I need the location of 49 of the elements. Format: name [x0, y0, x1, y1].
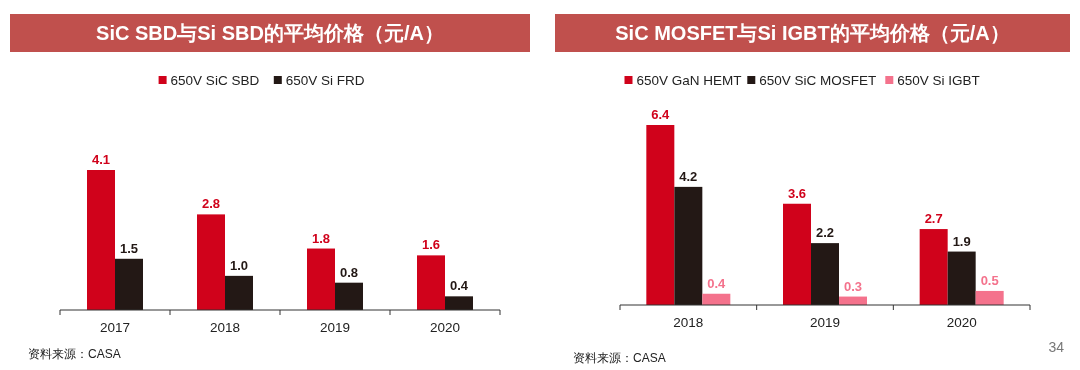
bar	[335, 282, 363, 310]
data-label: 0.5	[980, 272, 999, 288]
x-tick-label: 2019	[319, 320, 351, 335]
data-label: 4.1	[91, 152, 111, 167]
x-tick-label: 2018	[209, 320, 241, 335]
text: 资料来源：CASA	[573, 351, 666, 365]
data-label: 0.8	[339, 264, 359, 280]
data-label: 1.9	[952, 233, 971, 249]
bar	[307, 248, 335, 310]
data-label: 0.4	[707, 275, 727, 291]
data-label: 0.4	[449, 278, 469, 294]
x-tick-label: 2019	[809, 315, 841, 330]
text: 34	[1048, 339, 1065, 355]
chart-title: SiC MOSFET与Si IGBT的平均价格（元/A）	[615, 22, 1010, 44]
legend-label: 650V GaN HEMT	[636, 73, 742, 88]
bar	[811, 243, 839, 305]
legend-label: 650V SiC MOSFET	[759, 73, 877, 88]
data-label: 0.3	[843, 278, 863, 294]
legend-label: 650V Si FRD	[285, 73, 365, 88]
bar	[674, 186, 703, 305]
bar	[417, 255, 445, 310]
legend-label: 650V Si IGBT	[897, 73, 980, 88]
data-label: 1.8	[311, 230, 331, 246]
bar	[115, 258, 143, 310]
bar	[87, 170, 115, 310]
x-tick-label: 2017	[99, 320, 131, 335]
data-label: 4.2	[679, 168, 698, 184]
bar	[197, 214, 225, 310]
x-tick-label: 2018	[673, 315, 704, 330]
bar	[225, 275, 253, 310]
data-label: 2.7	[924, 211, 943, 227]
bar	[975, 290, 1004, 305]
data-label: 6.4	[651, 107, 671, 122]
text: 资料来源：CASA	[28, 347, 121, 361]
bar	[646, 125, 675, 305]
data-label: 1.0	[229, 257, 249, 273]
data-label: 2.2	[815, 225, 835, 241]
bar	[445, 296, 473, 310]
data-label: 1.5	[119, 240, 139, 256]
bar	[919, 229, 948, 305]
x-tick-label: 2020	[946, 315, 977, 330]
bar	[947, 251, 976, 305]
x-tick-label: 2020	[429, 320, 461, 335]
data-label: 2.8	[201, 196, 221, 212]
bar	[783, 203, 811, 305]
chart-title: SiC SBD与Si SBD的平均价格（元/A）	[96, 22, 444, 44]
legend-label: 650V SiC SBD	[170, 73, 260, 88]
data-label: 3.6	[787, 185, 807, 201]
data-label: 1.6	[421, 237, 441, 253]
